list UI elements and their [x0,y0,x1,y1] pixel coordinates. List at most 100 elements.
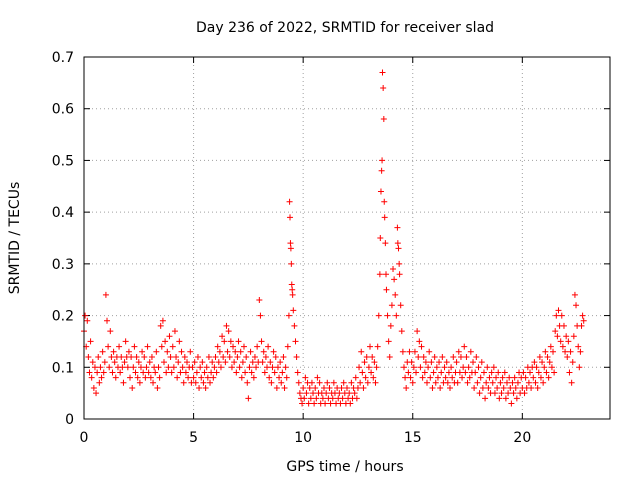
data-point [348,379,355,386]
data-point [383,271,390,278]
data-point [213,369,220,376]
data-point [242,369,249,376]
data-point [393,312,400,319]
data-point [413,369,420,376]
data-point [489,379,496,386]
data-point [128,353,135,360]
data-point [427,374,434,381]
data-point [215,359,222,366]
data-point [211,364,218,371]
axis-ticks: 0 5 10 15 20 0 0.1 0.2 0.3 0.4 0.5 0.6 0.7 [52,50,610,446]
data-point [478,359,485,366]
data-point [367,343,374,350]
data-point [302,374,309,381]
data-point [532,379,539,386]
data-point [570,333,577,340]
data-point [577,348,584,355]
data-point [247,348,254,355]
data-point [167,353,174,360]
data-point [219,333,226,340]
data-point [362,374,369,381]
data-point [155,364,162,371]
data-point [107,328,114,335]
data-point [121,359,128,366]
data-point [267,359,274,366]
data-point [104,317,111,324]
data-point [364,379,371,386]
data-point [499,374,506,381]
data-point [191,359,198,366]
data-point [479,384,486,391]
data-point [295,379,302,386]
data-point [127,374,134,381]
data-point [324,379,331,386]
data-point [459,374,466,381]
data-point [137,364,144,371]
data-point [537,374,544,381]
data-point [86,369,93,376]
data-point [552,328,559,335]
data-point [306,384,313,391]
data-point [288,281,295,288]
data-point [277,359,284,366]
data-point [190,374,197,381]
data-point [536,353,543,360]
data-point [380,85,387,92]
data-point [166,333,173,340]
data-point [473,353,480,360]
data-point [193,369,200,376]
data-point [580,317,587,324]
data-point [101,359,108,366]
data-point [177,369,184,376]
y-tick-label: 0.2 [52,309,74,325]
data-point [320,384,327,391]
data-point [399,348,406,355]
data-point [357,379,364,386]
data-point [305,400,312,407]
data-point [398,328,405,335]
plot-frame [83,56,611,420]
data-point [558,312,565,319]
data-point [527,369,534,376]
data-point [380,116,387,123]
data-point [313,395,320,402]
data-point [571,291,578,298]
data-point [134,374,141,381]
data-point [100,369,107,376]
data-point [407,374,414,381]
data-point [502,395,509,402]
data-point [431,353,438,360]
data-point [143,364,150,371]
data-point [248,369,255,376]
data-point [445,369,452,376]
data-point [531,359,538,366]
data-point [284,343,291,350]
data-point [163,369,170,376]
data-point [450,353,457,360]
data-point [289,286,296,293]
data-point [122,338,129,345]
data-point [125,348,132,355]
data-point [338,384,345,391]
data-point [270,348,277,355]
data-point [311,400,318,407]
data-point [379,69,386,76]
data-point [111,359,118,366]
data-point [258,338,265,345]
data-point [264,364,271,371]
data-point [82,312,89,319]
data-point [169,343,176,350]
data-point [84,317,91,324]
data-point [259,359,266,366]
data-point [212,353,219,360]
data-point [132,369,139,376]
data-point [539,359,546,366]
data-point [480,369,487,376]
data-point [354,384,361,391]
data-point [559,343,566,350]
data-point [416,338,423,345]
data-point [117,369,124,376]
data-point [238,374,245,381]
data-point [310,390,317,397]
